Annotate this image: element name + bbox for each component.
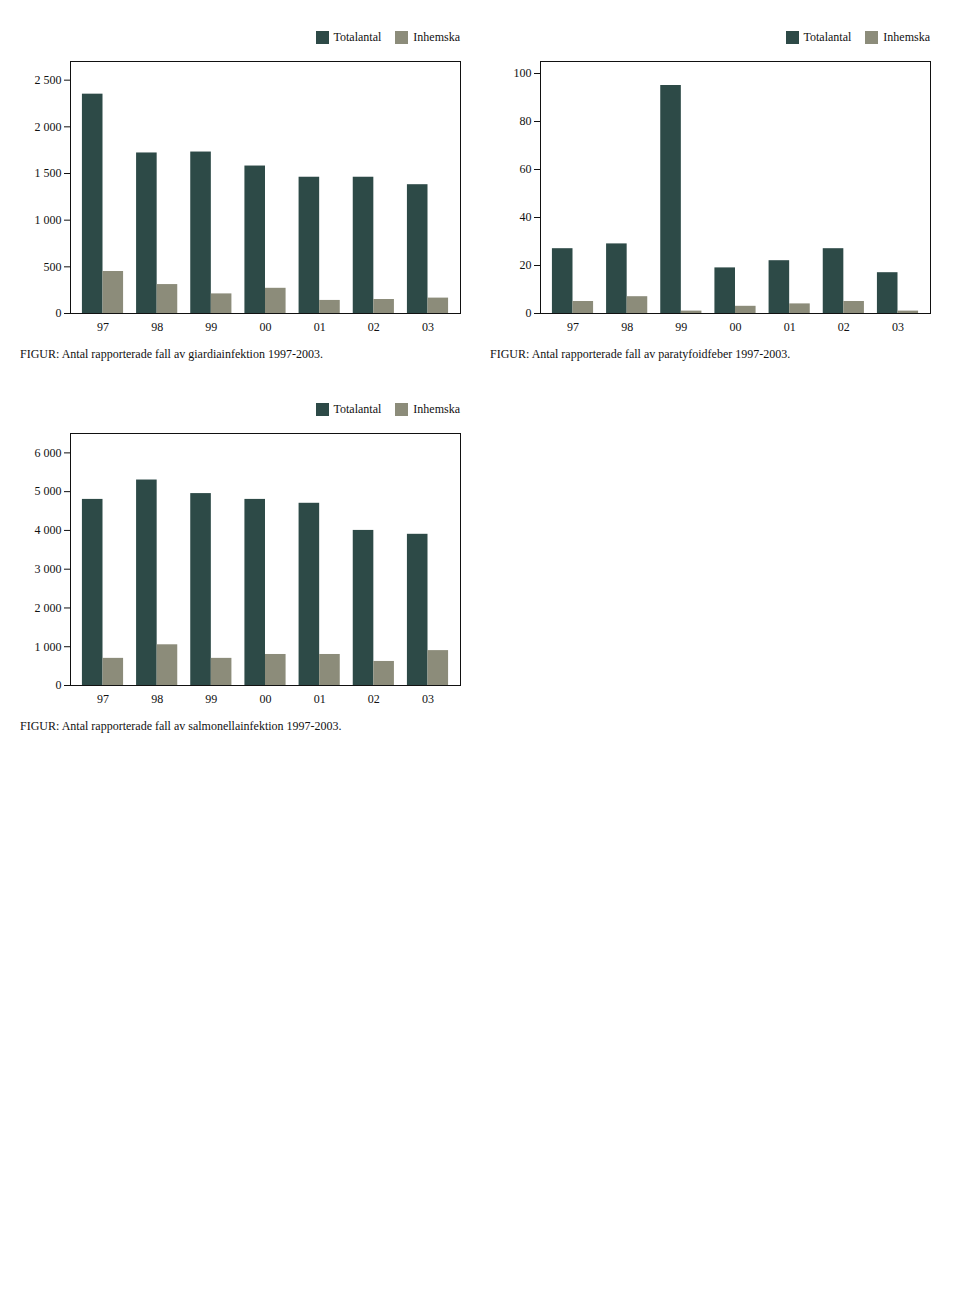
svg-text:97: 97 xyxy=(567,320,579,334)
svg-text:02: 02 xyxy=(838,320,850,334)
svg-text:60: 60 xyxy=(520,162,532,176)
html-text:Totalantal: Totalantal xyxy=(803,30,852,44)
svg-text:0: 0 xyxy=(56,306,62,320)
svg-text:2 000: 2 000 xyxy=(35,120,62,134)
svg-text:6 000: 6 000 xyxy=(35,446,62,460)
svg-text:2 000: 2 000 xyxy=(35,601,62,615)
svg-text:100: 100 xyxy=(514,66,532,80)
svg-text:01: 01 xyxy=(784,320,796,334)
svg-text:4 000: 4 000 xyxy=(35,523,62,537)
svg-text:01: 01 xyxy=(314,692,326,706)
svg-text:99: 99 xyxy=(675,320,687,334)
svg-text:02: 02 xyxy=(368,320,380,334)
svg-text:40: 40 xyxy=(520,210,532,224)
svg-text:99: 99 xyxy=(205,320,217,334)
html-text:Inhemska: Inhemska xyxy=(883,30,930,44)
svg-text:1 000: 1 000 xyxy=(35,640,62,654)
svg-text:5 000: 5 000 xyxy=(35,484,62,498)
html-text:Inhemska: Inhemska xyxy=(413,30,460,44)
svg-text:3 000: 3 000 xyxy=(35,562,62,576)
svg-text:03: 03 xyxy=(892,320,904,334)
svg-text:97: 97 xyxy=(97,692,109,706)
svg-text:99: 99 xyxy=(205,692,217,706)
svg-text:500: 500 xyxy=(44,260,62,274)
svg-text:20: 20 xyxy=(520,258,532,272)
svg-text:00: 00 xyxy=(260,320,272,334)
svg-text:2 500: 2 500 xyxy=(35,73,62,87)
svg-text:00: 00 xyxy=(260,692,272,706)
svg-text:03: 03 xyxy=(422,320,434,334)
html-text:Totalantal: Totalantal xyxy=(333,402,382,416)
svg-text:02: 02 xyxy=(368,692,380,706)
svg-text:1 500: 1 500 xyxy=(35,166,62,180)
html-text:FIGUR: Antal rapporterade fall: FIGUR: Antal rapporterade fall av giardi… xyxy=(20,347,323,361)
html-text:FIGUR: Antal rapporterade fall: FIGUR: Antal rapporterade fall av paraty… xyxy=(490,347,791,361)
svg-text:80: 80 xyxy=(520,114,532,128)
svg-text:0: 0 xyxy=(56,678,62,692)
html-text:Totalantal: Totalantal xyxy=(333,30,382,44)
svg-text:97: 97 xyxy=(97,320,109,334)
svg-text:1 000: 1 000 xyxy=(35,213,62,227)
svg-text:0: 0 xyxy=(526,306,532,320)
html-text:FIGUR: Antal rapporterade fall: FIGUR: Antal rapporterade fall av salmon… xyxy=(20,719,342,733)
svg-text:98: 98 xyxy=(621,320,633,334)
svg-text:98: 98 xyxy=(151,320,163,334)
svg-text:01: 01 xyxy=(314,320,326,334)
svg-text:98: 98 xyxy=(151,692,163,706)
html-text:Inhemska: Inhemska xyxy=(413,402,460,416)
svg-text:00: 00 xyxy=(730,320,742,334)
svg-text:03: 03 xyxy=(422,692,434,706)
